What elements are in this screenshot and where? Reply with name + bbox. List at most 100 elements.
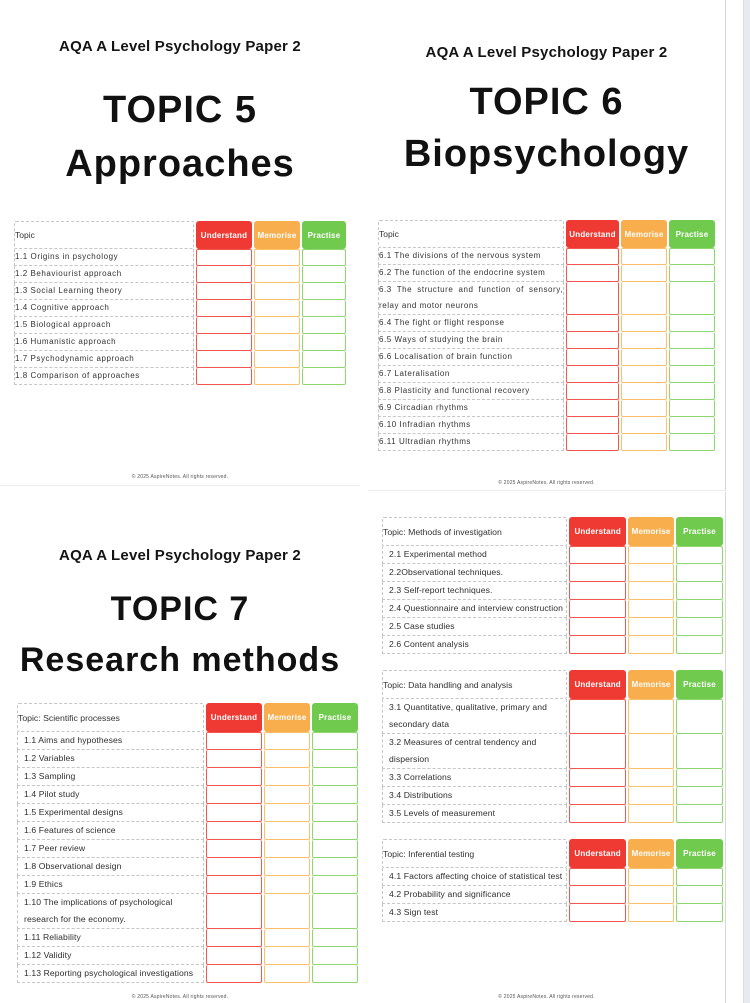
memorise-checkbox-cell[interactable] (254, 300, 300, 317)
understand-checkbox-cell[interactable] (206, 929, 262, 947)
memorise-checkbox-cell[interactable] (628, 582, 675, 600)
memorise-checkbox-cell[interactable] (254, 283, 300, 300)
understand-checkbox-cell[interactable] (569, 564, 627, 582)
memorise-checkbox-cell[interactable] (628, 868, 675, 886)
practise-checkbox-cell[interactable] (312, 929, 358, 947)
practise-checkbox-cell[interactable] (676, 636, 723, 654)
memorise-checkbox-cell[interactable] (628, 734, 675, 769)
practise-checkbox-cell[interactable] (302, 317, 346, 334)
practise-checkbox-cell[interactable] (669, 315, 715, 332)
memorise-checkbox-cell[interactable] (621, 349, 667, 366)
practise-checkbox-cell[interactable] (676, 787, 723, 805)
practise-checkbox-cell[interactable] (312, 804, 358, 822)
practise-checkbox-cell[interactable] (669, 366, 715, 383)
understand-checkbox-cell[interactable] (206, 822, 262, 840)
memorise-checkbox-cell[interactable] (254, 266, 300, 283)
understand-checkbox-cell[interactable] (196, 317, 252, 334)
practise-checkbox-cell[interactable] (669, 265, 715, 282)
memorise-checkbox-cell[interactable] (628, 600, 675, 618)
understand-checkbox-cell[interactable] (196, 368, 252, 385)
understand-checkbox-cell[interactable] (206, 804, 262, 822)
understand-checkbox-cell[interactable] (566, 417, 619, 434)
understand-checkbox-cell[interactable] (196, 283, 252, 300)
understand-checkbox-cell[interactable] (566, 248, 619, 265)
memorise-checkbox-cell[interactable] (264, 965, 310, 983)
memorise-checkbox-cell[interactable] (264, 840, 310, 858)
memorise-checkbox-cell[interactable] (264, 822, 310, 840)
memorise-checkbox-cell[interactable] (628, 886, 675, 904)
understand-checkbox-cell[interactable] (196, 266, 252, 283)
practise-checkbox-cell[interactable] (669, 332, 715, 349)
understand-checkbox-cell[interactable] (206, 894, 262, 929)
understand-checkbox-cell[interactable] (206, 965, 262, 983)
practise-checkbox-cell[interactable] (676, 582, 723, 600)
memorise-checkbox-cell[interactable] (264, 732, 310, 750)
understand-checkbox-cell[interactable] (206, 858, 262, 876)
memorise-checkbox-cell[interactable] (264, 876, 310, 894)
understand-checkbox-cell[interactable] (566, 315, 619, 332)
practise-checkbox-cell[interactable] (312, 858, 358, 876)
memorise-checkbox-cell[interactable] (621, 282, 667, 315)
practise-checkbox-cell[interactable] (669, 383, 715, 400)
practise-checkbox-cell[interactable] (302, 266, 346, 283)
memorise-checkbox-cell[interactable] (628, 618, 675, 636)
understand-checkbox-cell[interactable] (566, 383, 619, 400)
practise-checkbox-cell[interactable] (312, 965, 358, 983)
understand-checkbox-cell[interactable] (566, 434, 619, 451)
practise-checkbox-cell[interactable] (676, 546, 723, 564)
understand-checkbox-cell[interactable] (569, 904, 627, 922)
practise-checkbox-cell[interactable] (676, 904, 723, 922)
memorise-checkbox-cell[interactable] (628, 805, 675, 823)
understand-checkbox-cell[interactable] (569, 600, 627, 618)
practise-checkbox-cell[interactable] (676, 868, 723, 886)
practise-checkbox-cell[interactable] (676, 769, 723, 787)
practise-checkbox-cell[interactable] (669, 282, 715, 315)
memorise-checkbox-cell[interactable] (621, 417, 667, 434)
understand-checkbox-cell[interactable] (566, 332, 619, 349)
understand-checkbox-cell[interactable] (569, 787, 627, 805)
practise-checkbox-cell[interactable] (676, 618, 723, 636)
memorise-checkbox-cell[interactable] (254, 351, 300, 368)
practise-checkbox-cell[interactable] (312, 947, 358, 965)
understand-checkbox-cell[interactable] (569, 734, 627, 769)
memorise-checkbox-cell[interactable] (264, 804, 310, 822)
understand-checkbox-cell[interactable] (566, 282, 619, 315)
memorise-checkbox-cell[interactable] (621, 434, 667, 451)
understand-checkbox-cell[interactable] (566, 366, 619, 383)
understand-checkbox-cell[interactable] (569, 582, 627, 600)
memorise-checkbox-cell[interactable] (264, 929, 310, 947)
practise-checkbox-cell[interactable] (302, 351, 346, 368)
memorise-checkbox-cell[interactable] (628, 699, 675, 734)
understand-checkbox-cell[interactable] (206, 768, 262, 786)
practise-checkbox-cell[interactable] (302, 283, 346, 300)
memorise-checkbox-cell[interactable] (254, 334, 300, 351)
memorise-checkbox-cell[interactable] (254, 368, 300, 385)
understand-checkbox-cell[interactable] (569, 636, 627, 654)
practise-checkbox-cell[interactable] (669, 400, 715, 417)
memorise-checkbox-cell[interactable] (628, 787, 675, 805)
practise-checkbox-cell[interactable] (312, 786, 358, 804)
memorise-checkbox-cell[interactable] (264, 894, 310, 929)
memorise-checkbox-cell[interactable] (254, 249, 300, 266)
practise-checkbox-cell[interactable] (676, 564, 723, 582)
practise-checkbox-cell[interactable] (669, 248, 715, 265)
memorise-checkbox-cell[interactable] (621, 366, 667, 383)
memorise-checkbox-cell[interactable] (621, 248, 667, 265)
practise-checkbox-cell[interactable] (676, 734, 723, 769)
understand-checkbox-cell[interactable] (569, 769, 627, 787)
understand-checkbox-cell[interactable] (206, 750, 262, 768)
understand-checkbox-cell[interactable] (206, 947, 262, 965)
understand-checkbox-cell[interactable] (206, 840, 262, 858)
memorise-checkbox-cell[interactable] (621, 383, 667, 400)
memorise-checkbox-cell[interactable] (264, 786, 310, 804)
understand-checkbox-cell[interactable] (196, 334, 252, 351)
practise-checkbox-cell[interactable] (676, 600, 723, 618)
memorise-checkbox-cell[interactable] (628, 546, 675, 564)
practise-checkbox-cell[interactable] (669, 349, 715, 366)
understand-checkbox-cell[interactable] (566, 349, 619, 366)
understand-checkbox-cell[interactable] (196, 249, 252, 266)
practise-checkbox-cell[interactable] (669, 417, 715, 434)
understand-checkbox-cell[interactable] (569, 546, 627, 564)
practise-checkbox-cell[interactable] (312, 876, 358, 894)
practise-checkbox-cell[interactable] (676, 886, 723, 904)
